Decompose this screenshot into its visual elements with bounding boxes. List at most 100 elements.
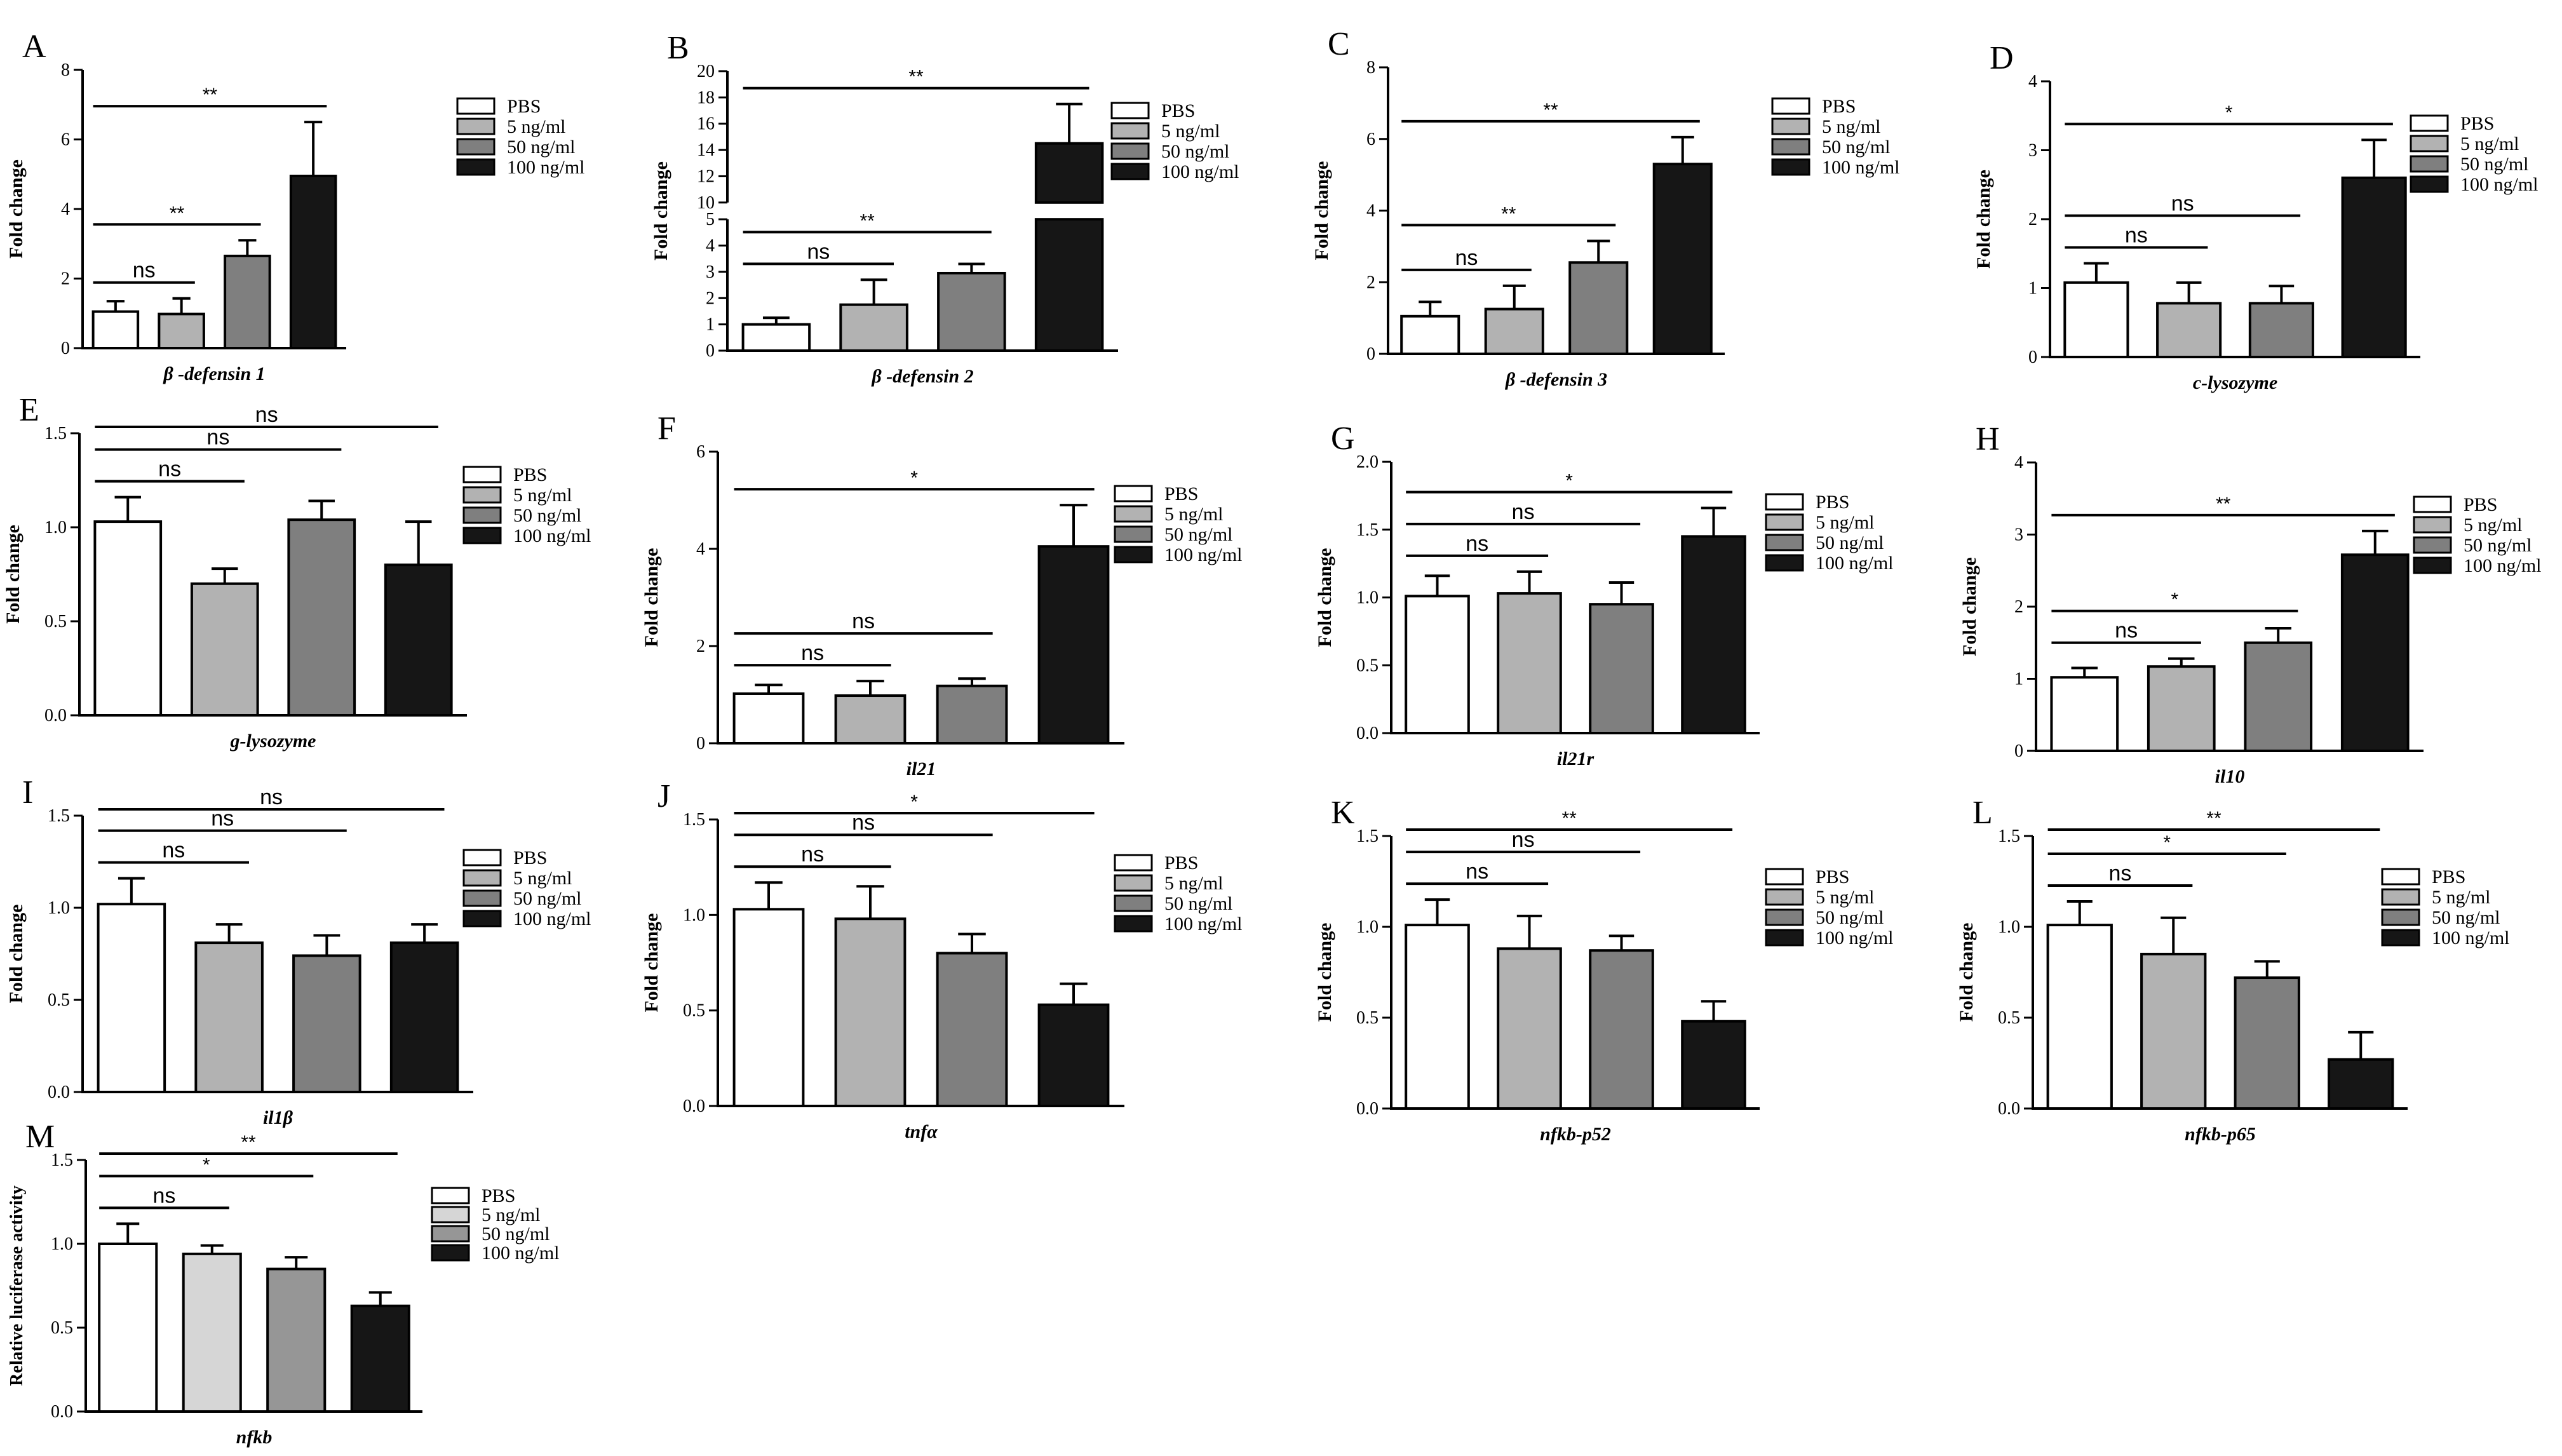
significance-label: ** xyxy=(241,1132,256,1153)
legend-label: 100 ng/ml xyxy=(1164,913,1243,934)
significance-label: ns xyxy=(255,403,278,427)
legend-swatch xyxy=(1110,122,1150,140)
legend-label: 100 ng/ml xyxy=(482,1243,560,1264)
y-tick-label: 0.0 xyxy=(1356,1099,1379,1119)
bar xyxy=(1484,307,1544,355)
bar xyxy=(2248,302,2314,358)
legend-swatch xyxy=(1114,546,1153,563)
significance-label: ns xyxy=(852,811,875,835)
significance-label: ns xyxy=(2109,861,2132,886)
bar xyxy=(839,303,908,352)
legend-label: 5 ng/ml xyxy=(2464,515,2523,536)
y-axis-label: Fold change xyxy=(1314,923,1335,1022)
panel-letter: H xyxy=(1976,421,2000,457)
y-tick-label: 0.5 xyxy=(44,612,67,631)
legend-swatch xyxy=(2413,516,2452,534)
y-tick-label: 1.0 xyxy=(1998,917,2020,937)
legend-swatch xyxy=(1765,534,1804,551)
legend-swatch xyxy=(2381,908,2420,926)
y-tick-label: 0.5 xyxy=(1356,1008,1379,1028)
legend-label: 5 ng/ml xyxy=(482,1204,541,1225)
bar xyxy=(2341,176,2407,358)
bar xyxy=(1497,947,1562,1110)
x-axis-label: tnfα xyxy=(905,1121,938,1142)
legend-label: PBS xyxy=(1822,96,1856,117)
bar xyxy=(834,694,907,745)
legend-label: 50 ng/ml xyxy=(1822,137,1891,158)
y-tick-label: 1.5 xyxy=(1356,826,1379,846)
legend-swatch xyxy=(462,506,502,524)
legend-label: 50 ng/ml xyxy=(507,137,576,158)
bar xyxy=(2046,924,2113,1110)
bar xyxy=(97,903,166,1093)
bar xyxy=(158,313,205,349)
y-tick-label: 0.5 xyxy=(1356,656,1379,675)
legend-swatch xyxy=(1771,158,1810,176)
y-tick-label: 3 xyxy=(2028,141,2037,161)
legend-label: 5 ng/ml xyxy=(513,868,572,889)
significance-label: ** xyxy=(203,84,218,105)
y-tick-label: 2 xyxy=(61,269,70,289)
bar xyxy=(936,684,1008,745)
y-axis-label: Fold change xyxy=(641,548,662,647)
y-axis-label: Fold change xyxy=(641,913,662,1013)
x-axis-label: nfkb-p65 xyxy=(2185,1124,2256,1145)
legend-swatch xyxy=(462,889,502,907)
significance-label: ** xyxy=(170,203,185,224)
y-tick-label: 2 xyxy=(1366,273,1375,292)
y-tick-label: 1.0 xyxy=(51,1234,73,1254)
legend-swatch xyxy=(2413,495,2452,513)
bar xyxy=(834,917,907,1107)
panel-letter: E xyxy=(19,392,39,428)
bar xyxy=(1589,603,1654,734)
y-tick-label: 1.0 xyxy=(44,518,67,537)
bar xyxy=(194,941,264,1093)
bar xyxy=(98,1243,158,1413)
y-tick-label: 0.0 xyxy=(44,706,67,725)
legend-swatch xyxy=(1765,868,1804,886)
bar xyxy=(389,941,459,1093)
bar xyxy=(2244,641,2313,752)
legend-label: PBS xyxy=(513,464,547,485)
y-tick-label: 8 xyxy=(61,60,70,80)
legend-swatch xyxy=(456,118,496,135)
bar-lower xyxy=(1034,218,1104,353)
legend-label: PBS xyxy=(1161,100,1195,121)
legend-label: 50 ng/ml xyxy=(513,505,582,526)
legend-swatch xyxy=(431,1244,470,1262)
legend-swatch xyxy=(462,486,502,504)
bar xyxy=(1034,142,1104,204)
bar xyxy=(1497,592,1562,734)
x-axis-label: il1β xyxy=(263,1107,293,1128)
legend-label: 100 ng/ml xyxy=(1822,157,1900,178)
legend-label: 5 ng/ml xyxy=(1161,121,1220,142)
legend-label: 5 ng/ml xyxy=(1164,504,1224,525)
y-axis-label: Fold change xyxy=(6,159,27,259)
significance-label: ns xyxy=(852,609,875,633)
significance-label: ns xyxy=(1466,859,1488,884)
y-tick-label: 2 xyxy=(2028,210,2037,229)
x-axis-label: nfkb xyxy=(236,1427,273,1448)
legend-label: PBS xyxy=(1164,483,1198,504)
y-tick-label: 1.5 xyxy=(51,1150,73,1170)
significance-label: ns xyxy=(1512,828,1535,852)
significance-label: * xyxy=(910,468,918,489)
bar xyxy=(1405,595,1470,734)
legend-swatch xyxy=(2413,536,2452,554)
significance-label: ns xyxy=(206,426,229,450)
significance-label: ** xyxy=(2216,494,2231,515)
y-axis-label: Fold change xyxy=(1959,557,1980,656)
bar xyxy=(287,518,356,717)
legend-label: 100 ng/ml xyxy=(1816,553,1894,574)
significance-label: ** xyxy=(2206,808,2222,829)
y-tick-label: 1.5 xyxy=(44,424,67,443)
legend-swatch xyxy=(1114,915,1153,933)
legend-label: 50 ng/ml xyxy=(2432,907,2500,928)
y-tick-label: 0.5 xyxy=(51,1318,73,1338)
x-axis-label: β -defensin 2 xyxy=(871,366,973,387)
